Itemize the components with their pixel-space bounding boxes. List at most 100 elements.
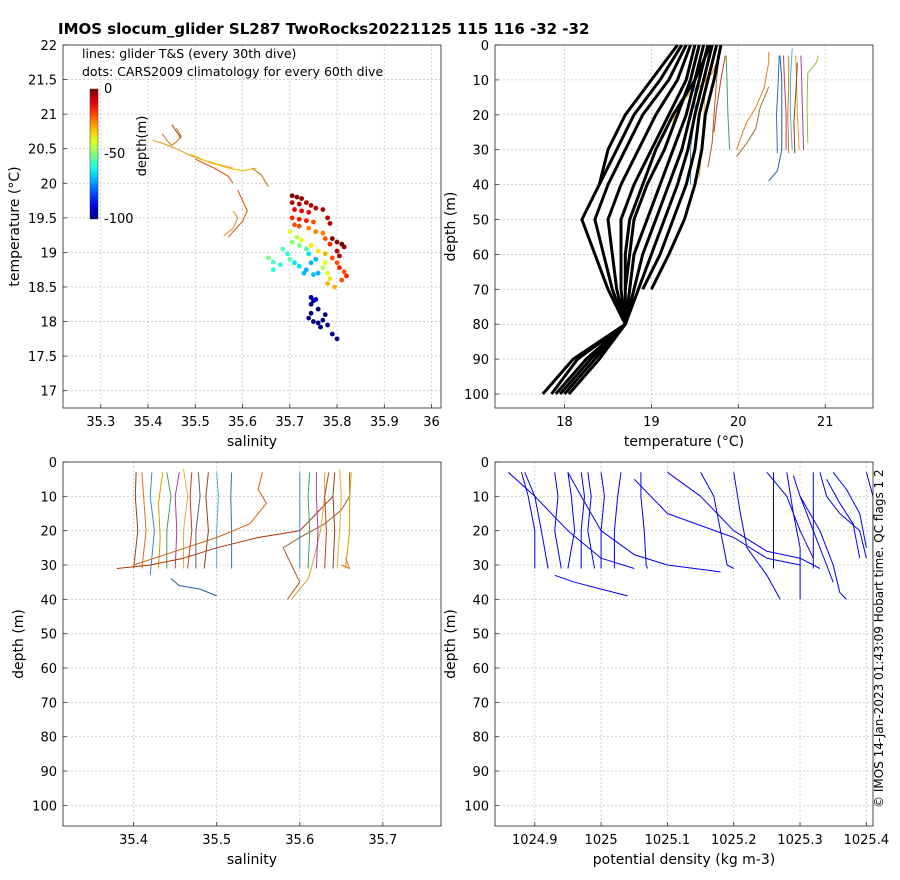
density-profile	[799, 496, 847, 600]
glider-ts-line	[161, 127, 182, 146]
glider-temperature-profile	[806, 55, 819, 143]
climatology-dot	[313, 297, 319, 302]
density-depth-panel: 1024.9 1025 1025.1 1025.2 1025.3 1025.4 0 10 20 3…	[443, 456, 889, 868]
legend: lines: glider T&S (every 30th dive) dots:…	[82, 46, 383, 79]
climatology-dot	[296, 243, 302, 248]
salinity-profile	[187, 472, 193, 569]
climatology-dot	[313, 256, 319, 262]
figure-title: IMOS slocum_glider SL287 TwoRocks2022112…	[58, 20, 590, 38]
x-tick-label: 1025.3	[777, 833, 823, 848]
plot-area	[507, 471, 873, 600]
climatology-dot	[289, 239, 295, 245]
climatology-dot	[311, 319, 316, 324]
y-tick-label: 90	[40, 765, 57, 780]
x-tick-label: 36	[423, 415, 440, 430]
climatology-dot	[266, 255, 271, 261]
y-tick-label: 10	[472, 74, 489, 89]
x-tick-label: 35.7	[368, 833, 397, 848]
density-profile	[640, 472, 648, 569]
climatology-dot	[270, 267, 276, 273]
y-tick-label: 10	[472, 490, 489, 505]
climatology-dot	[332, 284, 338, 290]
density-profile	[865, 472, 873, 559]
y-tick-label: 60	[472, 662, 489, 677]
axes-frame	[494, 44, 874, 409]
climatology-dot	[311, 219, 316, 225]
climatology-dot	[329, 331, 335, 337]
climatology-dot	[289, 200, 295, 206]
climatology-dot	[308, 310, 314, 316]
density-profile	[524, 472, 549, 569]
climatology-dot	[299, 196, 305, 201]
y-tick-label: 30	[472, 559, 489, 574]
density-profile	[567, 472, 721, 573]
salinity-profile	[174, 472, 180, 569]
salinity-profile	[166, 472, 172, 569]
climatology-dot	[299, 237, 305, 243]
y-tick-label: 40	[472, 593, 489, 608]
climatology-dot	[334, 260, 340, 266]
salinity-profile	[116, 495, 334, 569]
y-tick-label: 17.5	[28, 350, 57, 365]
climatology-dot	[334, 239, 340, 245]
salinity-profile	[195, 472, 201, 569]
climatology-dot	[303, 218, 309, 224]
glider-temperature-profile	[789, 48, 793, 150]
climatology-dot	[313, 229, 319, 235]
climatology-dot	[296, 216, 302, 222]
climatology-temperature-profile	[623, 45, 714, 325]
plot-area	[116, 468, 352, 600]
salinity-profile	[341, 558, 351, 569]
legend-entry: lines: glider T&S (every 30th dive)	[82, 46, 296, 61]
y-tick-label: 80	[40, 731, 57, 746]
x-tick-label: 1025.2	[711, 833, 757, 848]
climatology-dot	[327, 276, 333, 282]
glider-temperature-profile	[768, 55, 783, 182]
y-tick-label: 20.5	[28, 143, 57, 158]
salinity-profile	[315, 472, 319, 569]
climatology-dot	[303, 200, 309, 206]
x-axis-label: salinity	[227, 434, 277, 450]
y-axis-label: depth (m)	[443, 609, 459, 679]
climatology-temperature-profile	[650, 45, 723, 290]
y-tick-label: 40	[472, 179, 489, 194]
colorbar-tick-label: -50	[104, 147, 125, 162]
axes-frame	[494, 461, 874, 827]
climatology-dot	[296, 223, 302, 229]
salinity-profile	[332, 472, 336, 569]
climatology-dot	[327, 241, 333, 247]
salinity-profile	[216, 472, 219, 569]
y-tick-label: 100	[464, 799, 489, 814]
density-profile	[507, 471, 635, 569]
density-profile	[567, 472, 576, 569]
glider-temperature-profile	[776, 55, 780, 154]
y-tick-label: 60	[40, 662, 57, 677]
glider-temperature-profile	[707, 55, 720, 168]
credit-text: © IMOS 14-Jan-2023 01:43:09 Hobart time.…	[872, 469, 886, 808]
glider-ts-line	[223, 210, 239, 237]
y-tick-label: 100	[464, 388, 489, 403]
salinity-profile	[324, 472, 330, 569]
climatology-dot	[294, 194, 300, 200]
x-tick-label: 1024.9	[512, 833, 558, 848]
glider-temperature-profile	[800, 55, 804, 150]
climatology-dot	[311, 272, 316, 277]
glider-temperature-profile	[736, 86, 770, 157]
y-tick-label: 40	[40, 593, 57, 608]
salinity-profile	[183, 468, 189, 569]
y-tick-label: 0	[481, 39, 489, 54]
y-tick-label: 90	[472, 765, 489, 780]
plot-area	[152, 124, 349, 342]
colorbar-label: depth(m)	[135, 116, 150, 177]
salinity-profile	[141, 472, 147, 569]
climatology-dot	[280, 246, 286, 252]
density-profile	[786, 472, 801, 600]
climatology-dot	[322, 236, 328, 242]
climatology-dot	[299, 208, 305, 214]
climatology-dot	[292, 222, 297, 228]
climatology-dot	[296, 201, 302, 207]
axes-frame	[62, 461, 442, 827]
climatology-dot	[303, 267, 309, 273]
density-profile	[554, 472, 562, 569]
